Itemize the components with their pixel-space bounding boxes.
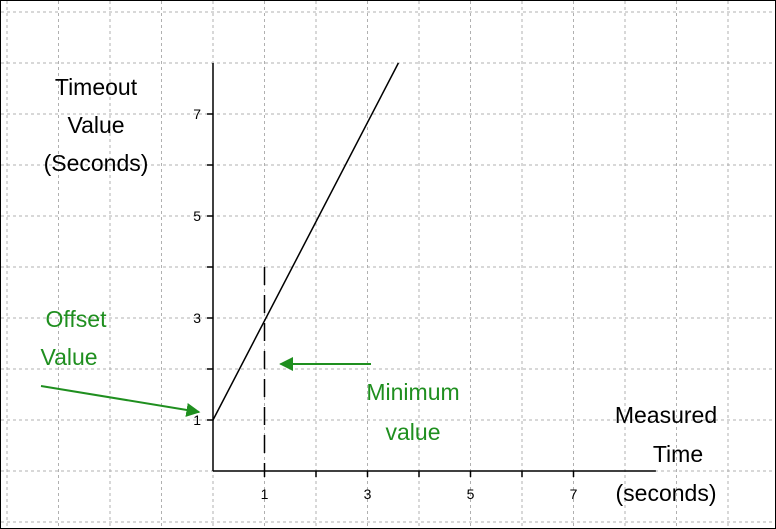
x-tick-label: 3 — [364, 486, 372, 502]
x-axis-title-line: Time — [653, 441, 703, 467]
timeout-line — [212, 62, 400, 421]
x-axis-title-line: Measured — [615, 402, 717, 428]
y-tick-label: 3 — [193, 310, 201, 326]
x-tick-label: 7 — [570, 486, 578, 502]
series — [212, 62, 400, 471]
y-tick-label: 1 — [193, 412, 201, 428]
annotation-offset-value-line: Offset — [46, 306, 108, 332]
y-axis-title-line: (Seconds) — [44, 150, 149, 176]
y-axis-title-line: Value — [67, 112, 124, 138]
offset-value-arrow — [40, 385, 201, 417]
y-tick-label: 7 — [193, 106, 201, 122]
x-axis-title-line: (seconds) — [616, 480, 717, 506]
x-tick-label: 5 — [467, 486, 475, 502]
x-tick-label: 1 — [261, 486, 269, 502]
annotation-minimum-value-line: value — [386, 419, 441, 445]
y-tick-label: 5 — [193, 208, 201, 224]
annotation-minimum-value-line: Minimum — [366, 379, 459, 405]
annotations: Offset Value Minimum value — [40, 306, 459, 445]
axes — [207, 63, 656, 477]
labels: 1 3 5 7 1 3 5 7 Timeout Value (Seconds) Measured Tim… — [44, 74, 718, 506]
y-axis-title-line: Timeout — [55, 74, 138, 100]
annotation-offset-value-line: Value — [40, 344, 97, 370]
